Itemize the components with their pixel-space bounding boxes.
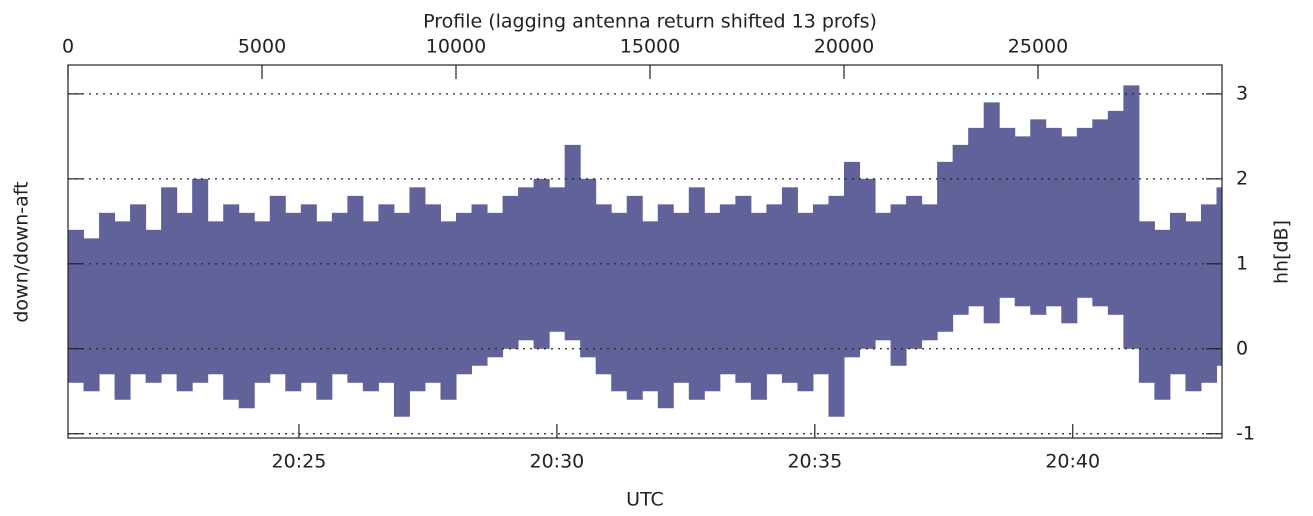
signal-range: [1045, 127, 1062, 307]
y-axis-title: down/down-aft: [11, 181, 33, 322]
signal-range: [968, 127, 985, 307]
signal-range: [176, 212, 193, 392]
y2-tick-label: 0: [1236, 337, 1248, 359]
signal-range: [1107, 110, 1124, 315]
signal-range: [1014, 136, 1031, 307]
signal-range: [487, 212, 504, 358]
signal-range: [983, 102, 1000, 324]
signal-range: [1030, 119, 1047, 315]
signal-range: [192, 178, 209, 383]
signal-range: [362, 221, 379, 392]
signal-range: [999, 127, 1016, 298]
signal-range: [145, 229, 162, 383]
signal-range: [331, 212, 348, 375]
plot-frame: [67, 64, 1223, 439]
signal-range: [161, 187, 178, 375]
signal-range: [1061, 136, 1078, 324]
signal-range: [502, 195, 519, 349]
signal-range: [223, 204, 240, 400]
signal-range: [114, 221, 131, 400]
signal-range: [595, 204, 612, 375]
signal-range: [300, 204, 317, 383]
signal-range: [440, 221, 457, 400]
signal-range: [564, 144, 581, 341]
y2-tick-label: 1: [1236, 252, 1248, 274]
signal-range: [626, 195, 643, 400]
signal-range: [409, 187, 426, 392]
signal-range: [580, 178, 597, 358]
x-tick-label: 20:25: [272, 451, 327, 473]
signal-range: [611, 212, 628, 392]
signal-range: [766, 204, 783, 375]
plot-area: [68, 85, 1222, 417]
signal-range: [1076, 127, 1093, 298]
signal-range: [68, 229, 85, 383]
signal-range: [269, 195, 286, 375]
signal-range: [456, 212, 473, 375]
y2-tick-label: -1: [1236, 422, 1255, 444]
signal-range: [1123, 85, 1140, 349]
signal-range: [1200, 204, 1217, 383]
signal-range: [719, 204, 736, 375]
x-tick-label: 20:30: [530, 451, 585, 473]
signal-range: [393, 212, 410, 417]
signal-range: [130, 204, 147, 375]
y2-tick-label: 2: [1236, 167, 1248, 189]
signal-range: [890, 204, 907, 366]
x-tick-label: 20:40: [1045, 451, 1100, 473]
signal-range: [316, 221, 333, 400]
signal-range: [657, 204, 674, 409]
signal-range: [378, 204, 395, 383]
x2-tick-label: 15000: [620, 36, 680, 58]
x2-tick-label: 10000: [426, 36, 486, 58]
signal-range: [921, 204, 938, 341]
signal-range: [254, 221, 271, 383]
signal-range: [99, 212, 116, 375]
signal-range: [238, 212, 255, 409]
signal-range: [688, 187, 705, 400]
x-axis-title: UTC: [626, 489, 664, 511]
signal-range: [906, 195, 923, 349]
signal-range: [207, 221, 224, 375]
x-tick-label: 20:35: [787, 451, 842, 473]
signal-range: [673, 212, 690, 383]
signal-range: [83, 238, 100, 392]
signal-range: [1216, 187, 1222, 366]
x2-tick-label: 20000: [814, 36, 874, 58]
signal-range: [828, 195, 845, 417]
signal-range: [1092, 119, 1109, 307]
signal-range: [1169, 212, 1186, 375]
signal-range: [937, 161, 954, 332]
signal-range: [424, 204, 441, 383]
signal-range: [549, 187, 566, 332]
y2-axis-title: hh[dB]: [1271, 220, 1293, 284]
signal-range: [875, 212, 892, 341]
signal-range: [952, 144, 969, 315]
signal-range: [285, 212, 302, 392]
signal-range: [533, 178, 550, 349]
signal-range: [642, 221, 659, 392]
signal-range: [1185, 221, 1202, 392]
signal-range: [797, 212, 814, 392]
signal-range: [750, 212, 767, 400]
signal-range: [518, 187, 535, 341]
x2-tick-label: 0: [62, 36, 74, 58]
x2-tick-label: 25000: [1008, 36, 1068, 58]
y2-tick-label: 3: [1236, 82, 1248, 104]
signal-range: [347, 195, 364, 383]
signal-range: [1154, 229, 1171, 400]
signal-range: [704, 212, 721, 392]
signal-range: [844, 161, 861, 358]
signal-range: [735, 195, 752, 383]
signal-range: [471, 204, 488, 366]
signal-range: [781, 187, 798, 383]
x2-tick-label: 5000: [238, 36, 286, 58]
signal-range: [1138, 221, 1155, 383]
signal-range: [812, 204, 829, 375]
top-axis-title: Profile (lagging antenna return shifted …: [423, 11, 877, 33]
